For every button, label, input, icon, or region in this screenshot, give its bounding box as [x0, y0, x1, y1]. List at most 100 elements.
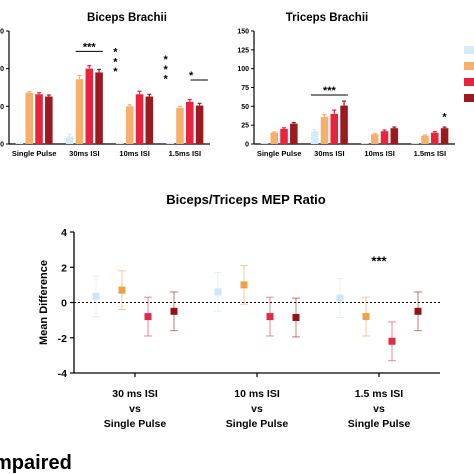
bar — [176, 107, 184, 144]
bar — [25, 92, 33, 144]
bar — [260, 143, 269, 144]
bar — [411, 143, 419, 144]
category-label: 30ms ISI — [314, 149, 344, 158]
point-marker — [240, 281, 248, 289]
bar — [290, 123, 298, 144]
legend — [464, 46, 474, 102]
bar — [310, 131, 319, 144]
point-marker — [388, 337, 396, 345]
y-tick-label: 50 — [0, 104, 4, 111]
bar — [330, 113, 339, 144]
bar — [145, 96, 154, 144]
y-axis-label: Mean Difference — [38, 260, 50, 345]
bar — [15, 142, 24, 144]
triceps-bar-chart: Triceps Brachii 0 25 50 75 100 125 150 Single Pu… — [237, 12, 455, 158]
point-marker — [214, 288, 222, 296]
bar — [65, 136, 74, 144]
bar — [440, 128, 449, 144]
category-label: Single Pulse — [12, 149, 57, 158]
significance-marker: *** — [83, 41, 97, 53]
point-marker — [266, 313, 274, 321]
bar — [35, 94, 43, 144]
legend-swatch — [464, 78, 474, 86]
bar — [270, 132, 278, 144]
bar — [340, 105, 348, 144]
bar — [280, 128, 288, 144]
point-marker — [92, 292, 100, 300]
legend-swatch — [464, 94, 474, 102]
chart-title: Triceps Brachii — [286, 12, 368, 24]
y-tick-label: 75 — [241, 85, 249, 92]
y-tick-label: 100 — [237, 66, 249, 73]
category-label: vs — [251, 403, 263, 415]
category-label: 30 ms ISI — [112, 388, 158, 400]
bar — [186, 101, 194, 144]
y-tick-label: 2 — [61, 262, 67, 274]
chart-title: Biceps Brachii — [87, 12, 167, 24]
y-tick-label: -4 — [58, 368, 67, 380]
y-tick-label: 0 — [61, 298, 67, 310]
legend-swatch — [464, 46, 474, 54]
y-tick-label: 100 — [0, 66, 4, 73]
bar — [421, 135, 429, 144]
point-marker — [118, 286, 126, 294]
y-tick-label: 0 — [0, 142, 4, 149]
bar — [431, 132, 439, 144]
bar — [361, 143, 369, 144]
bar — [116, 142, 124, 144]
bar — [320, 116, 329, 144]
category-label: Single Pulse — [348, 418, 411, 430]
bar — [370, 134, 379, 144]
category-label: vs — [373, 403, 385, 415]
significance-marker: * — [113, 47, 118, 59]
bar — [135, 94, 144, 144]
category-label: 1.5 ms ISI — [355, 388, 404, 400]
significance-marker: * — [164, 64, 169, 76]
bar — [75, 79, 84, 144]
y-tick-label: 25 — [241, 123, 249, 130]
category-label: 30ms ISI — [69, 149, 99, 158]
category-label: 10 ms ISI — [234, 388, 280, 400]
significance-marker: * — [189, 70, 194, 82]
y-tick-label: 125 — [237, 47, 249, 54]
significance-marker: *** — [323, 85, 337, 97]
footer-text: mpaired — [0, 452, 72, 474]
bar — [45, 96, 53, 144]
significance-marker: * — [113, 56, 118, 68]
significance-marker: * — [442, 111, 447, 123]
bar — [390, 128, 399, 144]
point-marker — [170, 307, 178, 315]
y-tick-label: 50 — [241, 104, 249, 111]
category-label: 10ms ISI — [364, 149, 394, 158]
y-tick-label: 0 — [245, 142, 249, 149]
point-marker — [292, 313, 300, 321]
category-label: 10ms ISI — [119, 149, 149, 158]
category-label: 1.5ms ISI — [414, 149, 447, 158]
bar — [166, 142, 174, 144]
y-tick-label: 150 — [237, 29, 249, 36]
y-tick-label: -2 — [58, 333, 67, 345]
legend-swatch — [464, 62, 474, 70]
point-marker — [362, 313, 370, 321]
point-marker — [144, 313, 152, 321]
significance-marker: * — [113, 66, 118, 78]
point-marker — [336, 294, 344, 302]
point-marker — [414, 307, 422, 315]
chart-title: Biceps/Triceps MEP Ratio — [166, 192, 325, 207]
bar — [195, 105, 204, 144]
significance-marker: * — [164, 54, 169, 66]
category-label: Single Pulse — [104, 418, 167, 430]
category-label: vs — [129, 403, 141, 415]
significance-marker: *** — [371, 253, 387, 268]
category-label: Single Pulse — [226, 418, 289, 430]
y-tick-label: 150 — [0, 29, 4, 36]
bar — [380, 131, 389, 144]
bar — [95, 72, 103, 144]
category-label: Single Pulse — [257, 149, 302, 158]
bar — [125, 106, 134, 144]
bar — [85, 68, 94, 144]
category-label: 1.5ms ISI — [169, 149, 202, 158]
significance-marker: * — [164, 74, 169, 86]
